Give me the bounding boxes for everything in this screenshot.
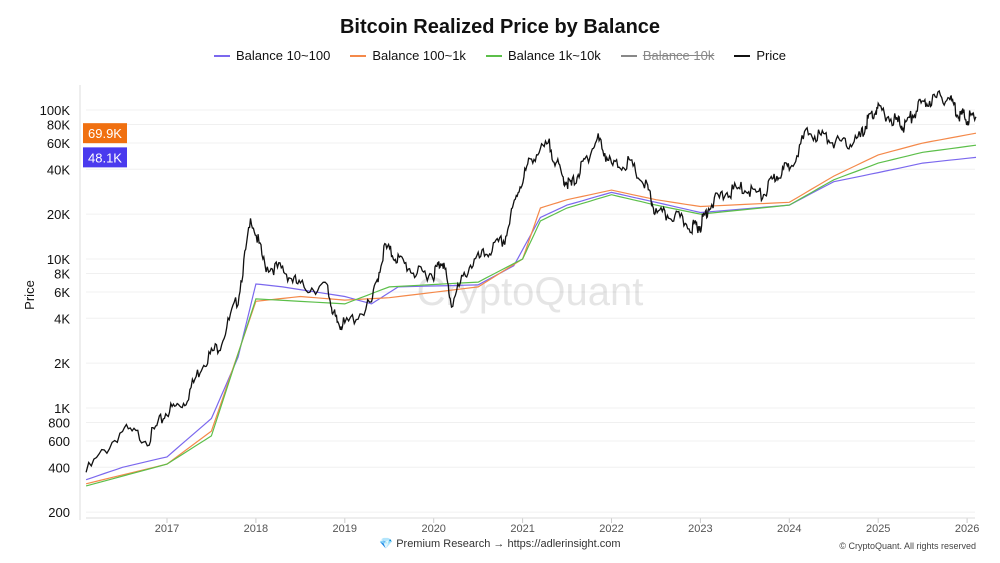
legend-item[interactable]: Balance 10k	[620, 48, 715, 63]
x-tick-label: 2020	[421, 523, 445, 535]
x-tick-label: 2024	[777, 523, 801, 535]
y-tick-label: 800	[48, 415, 70, 430]
footer-text: Premium Research →	[396, 538, 505, 550]
legend-item[interactable]: Balance 1k~10k	[485, 48, 601, 63]
legend-item[interactable]: Price	[734, 48, 786, 63]
x-tick-label: 2019	[333, 523, 357, 535]
x-tick-label: 2021	[510, 523, 534, 535]
x-tick-label: 2023	[688, 523, 712, 535]
y-tick-label: 200	[48, 505, 70, 520]
watermark-logo: CryptoQuant	[417, 270, 644, 314]
copyright: © CryptoQuant. All rights reserved	[839, 541, 976, 551]
x-tick-label: 2017	[155, 523, 179, 535]
y-tick-label: 20K	[47, 207, 70, 222]
y-tick-label: 8K	[54, 266, 70, 281]
y-tick-label: 600	[48, 434, 70, 449]
series-line-balance-1k-10k	[85, 144, 977, 487]
y-tick-label: 60K	[47, 136, 70, 151]
legend-label: Balance 10k	[642, 48, 715, 63]
legend-swatch	[213, 54, 230, 57]
y-tick-label: 4K	[54, 311, 70, 326]
footer-link[interactable]: https://adlerinsight.com	[507, 538, 621, 550]
y-tick-label: 100K	[40, 103, 71, 118]
last-value-label: 69.9K	[88, 126, 122, 141]
legend-swatch	[734, 54, 751, 57]
y-tick-label: 80K	[47, 117, 70, 132]
last-value-label: 48.1K	[88, 150, 122, 165]
legend-swatch	[485, 54, 502, 57]
legend-swatch	[350, 54, 367, 57]
legend: Balance 10~100 Balance 100~1k Balance 1k~1…	[0, 48, 1000, 63]
legend-swatch	[620, 54, 637, 57]
y-tick-label: 6K	[54, 285, 70, 300]
last-value-badge	[83, 147, 127, 168]
x-tick-label: 2018	[244, 523, 268, 535]
y-tick-label: 10K	[47, 252, 70, 267]
y-tick-label: 40K	[47, 162, 70, 177]
x-tick-label: 2025	[866, 523, 890, 535]
footer: 💎 Premium Research → https://adlerinsigh…	[0, 537, 1000, 550]
y-tick-label: 400	[48, 460, 70, 475]
y-axis-label: Price	[22, 280, 37, 310]
legend-label: Balance 10~100	[235, 48, 331, 63]
x-tick-label: 2022	[599, 523, 623, 535]
series-line-balance-100-1k	[85, 132, 977, 485]
legend-item[interactable]: Balance 100~1k	[350, 48, 466, 63]
x-tick-label: 2026	[955, 523, 979, 535]
last-value-badge	[83, 123, 127, 144]
legend-label: Balance 1k~10k	[507, 48, 601, 63]
y-tick-label: 2K	[54, 356, 70, 371]
series-line-price	[85, 89, 977, 473]
legend-item[interactable]: Balance 10~100	[213, 48, 331, 63]
legend-label: Price	[756, 48, 786, 63]
y-tick-label: 1K	[54, 401, 70, 416]
legend-label: Balance 100~1k	[372, 48, 466, 63]
gem-icon: 💎	[379, 538, 394, 550]
chart-title: Bitcoin Realized Price by Balance	[339, 16, 661, 38]
